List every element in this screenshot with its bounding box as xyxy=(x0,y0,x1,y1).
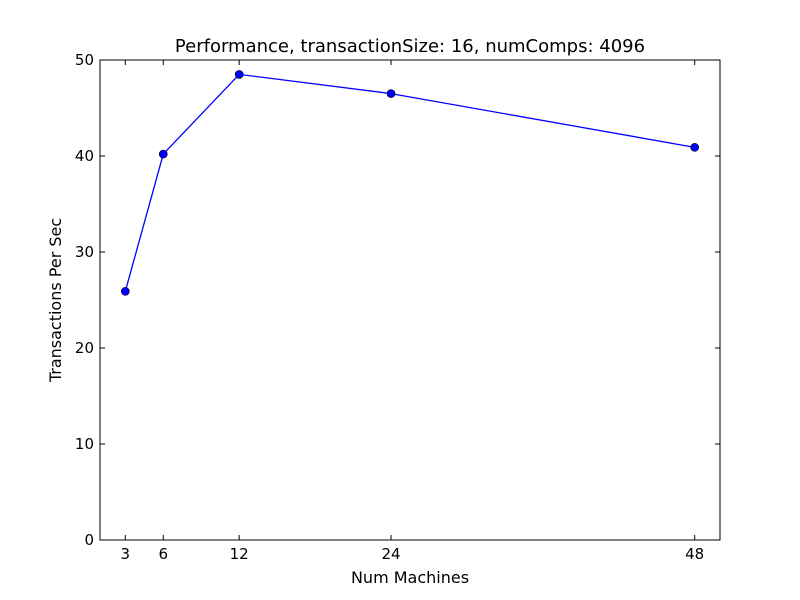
series-layer xyxy=(121,70,699,296)
y-tick-label: 50 xyxy=(75,51,94,69)
y-tick-label: 40 xyxy=(75,147,94,165)
data-point xyxy=(386,89,396,98)
x-tick-label: 3 xyxy=(121,545,131,563)
x-axis-label: Num Machines xyxy=(351,568,469,587)
series-line xyxy=(124,73,695,292)
x-tick-label: 48 xyxy=(685,545,704,563)
y-tick-label: 10 xyxy=(75,435,94,453)
y-axis-label: Transactions Per Sec xyxy=(46,218,65,383)
data-point xyxy=(690,143,699,152)
y-tick-label: 20 xyxy=(75,339,94,357)
y-axis-ticks: 0 10 20 30 40 50 xyxy=(75,51,720,549)
y-tick-label: 0 xyxy=(84,531,94,549)
chart-title: Performance, transactionSize: 16, numCom… xyxy=(175,36,645,57)
data-point xyxy=(158,149,168,159)
x-tick-label: 6 xyxy=(158,545,168,563)
x-tick-label: 24 xyxy=(381,545,400,563)
plot-area-frame xyxy=(99,59,721,541)
y-tick-label: 30 xyxy=(75,243,94,261)
x-axis-ticks: 3 6 12 24 48 xyxy=(121,60,704,563)
data-point xyxy=(121,287,130,296)
data-point xyxy=(234,70,244,79)
x-tick-label: 12 xyxy=(230,545,249,563)
